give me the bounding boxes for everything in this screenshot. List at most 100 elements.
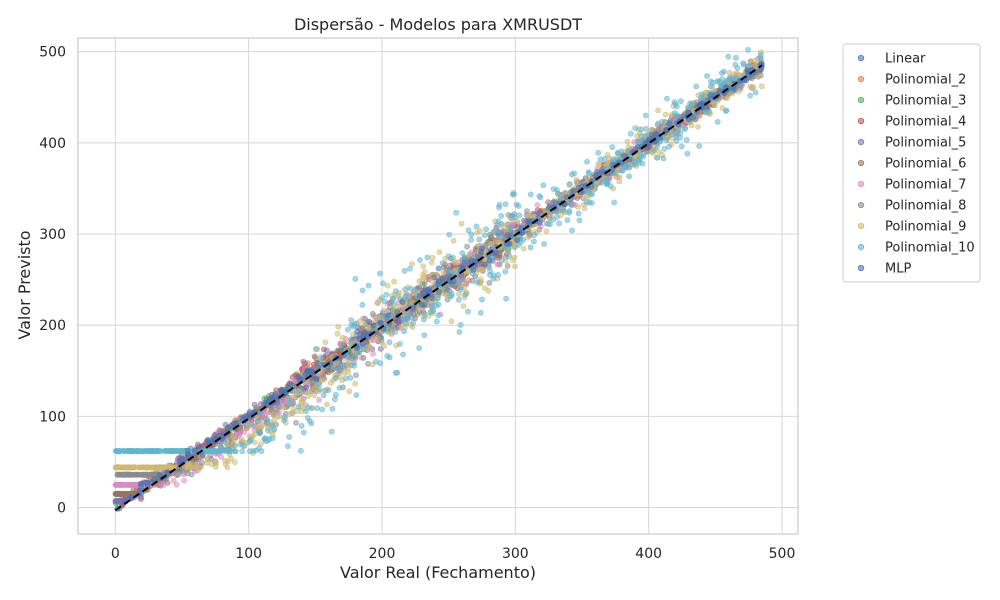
scatter-point [502,201,509,208]
scatter-point [455,296,462,303]
series-polinomial-10 [112,46,765,455]
scatter-point [503,295,509,302]
scatter-point [527,191,534,198]
scatter-point [271,417,278,424]
scatter-point [411,287,418,294]
scatter-point [566,208,573,214]
y-tick-label: 300 [39,227,66,243]
scatter-point [494,221,500,228]
x-tick-label: 0 [111,546,120,562]
legend: Linear Polinomial_2 Polinomial_3 Polinomial… [842,43,981,283]
scatter-point [631,158,637,165]
scatter-point [662,111,669,118]
scatter-point [311,392,318,399]
legend-marker [857,96,865,104]
scatter-point [141,471,148,478]
scatter-point [710,79,717,86]
scatter-point [217,442,224,448]
legend-marker [857,243,865,251]
scatter-point [506,253,513,259]
scatter-point [257,410,264,417]
scatter-point [442,291,449,298]
scatter-point [295,374,302,380]
scatter-point [346,388,353,395]
reference-line [114,64,763,512]
scatter-point [274,398,281,405]
scatter-point [520,245,527,252]
scatter-point [576,217,583,224]
scatter-point [295,403,302,410]
scatter-point [373,358,379,365]
scatter-point [498,257,505,264]
scatter-point [191,447,198,454]
scatter-point [421,332,428,338]
scatter-point [556,191,563,198]
scatter-point [248,421,254,428]
scatter-point [286,434,293,440]
scatter-point [417,257,423,263]
scatter-point [427,309,434,315]
scatter-point [440,275,446,282]
scatter-point [164,464,171,471]
scatter-point [455,280,462,286]
scatter-point [384,312,391,319]
scatter-point [654,121,661,128]
scatter-point [653,132,660,139]
scatter-point [433,318,440,325]
scatter-point [303,384,310,391]
scatter-point [324,401,330,408]
scatter-point [511,214,518,221]
scatter-point [276,413,283,420]
scatter-point [357,318,364,324]
scatter-point [353,392,360,398]
y-tick-label: 500 [39,45,66,61]
scatter-point [246,438,253,445]
scatter-point [624,138,631,145]
scatter-point [370,350,376,357]
legend-marker [857,54,865,62]
x-tick-label: 300 [502,546,529,562]
scatter-point [619,167,625,174]
scatter-point [269,394,276,401]
scatter-point [359,287,366,294]
scatter-point [241,429,248,435]
scatter-point [733,54,739,61]
scatter-point [575,210,582,217]
scatter-point [312,355,319,362]
scatter-point [684,150,691,157]
scatter-point [342,375,349,382]
scatter-point [203,448,210,454]
y-tick-label: 400 [39,136,66,152]
scatter-point [237,441,244,448]
scatter-point [586,199,593,206]
scatter-point [341,369,347,376]
scatter-point [172,448,179,454]
scatter-point [146,471,153,478]
scatter-point [414,311,421,317]
legend-label: Polinomial_9 [885,220,966,235]
scatter-point [585,169,592,175]
scatter-point [141,464,148,471]
scatter-point [222,460,229,467]
scatter-point [456,328,463,335]
scatter-point [514,237,520,243]
scatter-point [323,347,330,354]
scatter-point [377,319,384,326]
scatter-point [727,76,733,82]
scatter-point [304,415,311,421]
scatter-point [239,448,246,455]
scatter-point [642,112,649,119]
scatter-point [381,307,388,313]
scatter-point [512,263,518,270]
scatter-point [143,448,150,454]
scatter-point [603,180,610,187]
scatter-point [478,245,485,252]
scatter-point [421,316,427,323]
scatter-point [492,238,499,245]
scatter-point [491,228,498,234]
scatter-point [654,154,661,161]
scatter-point [464,308,471,315]
scatter-point [449,254,456,261]
scatter-point [575,203,582,210]
